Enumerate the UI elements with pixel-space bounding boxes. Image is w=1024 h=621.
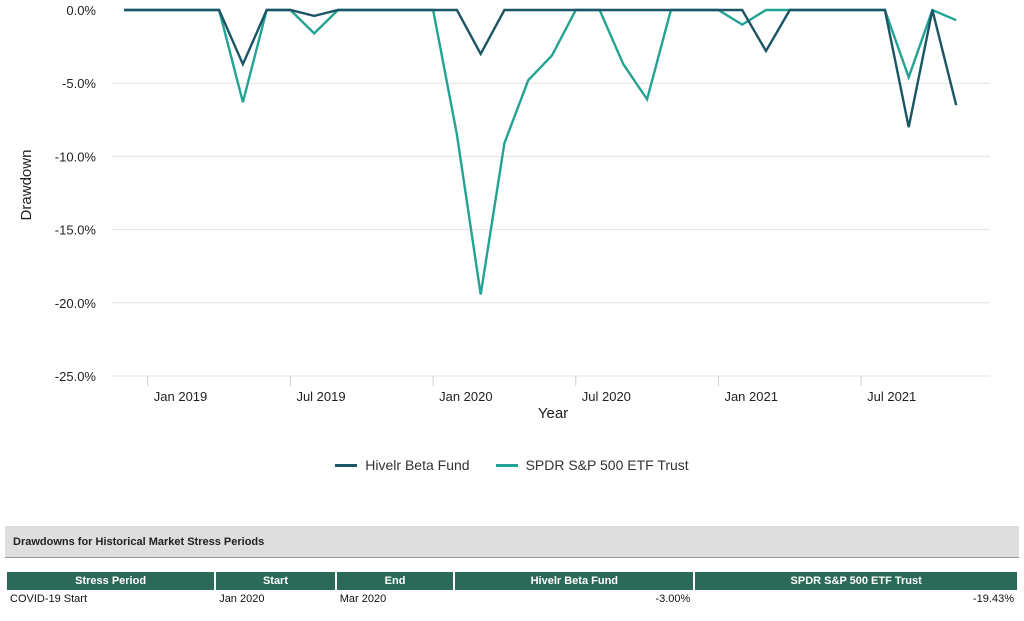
col-header-end: End bbox=[336, 572, 454, 590]
x-tick-label: Jan 2021 bbox=[724, 389, 778, 404]
y-axis-title: Drawdown bbox=[18, 150, 35, 221]
x-tick-label: Jan 2019 bbox=[154, 389, 208, 404]
cell-end: Mar 2020 bbox=[339, 593, 387, 605]
y-tick-label: -25.0% bbox=[55, 369, 97, 384]
table-row: COVID-19 Start Jan 2020 Mar 2020 -3.00% … bbox=[7, 590, 1017, 608]
series-line-hivelr bbox=[124, 8, 958, 128]
x-tick-label: Jul 2019 bbox=[296, 389, 345, 404]
chart-legend: Hivelr Beta Fund SPDR S&P 500 ETF Trust bbox=[0, 452, 1024, 478]
y-tick-label: -15.0% bbox=[55, 223, 97, 238]
legend-swatch-spdr bbox=[495, 463, 518, 467]
x-tick-label: Jul 2021 bbox=[867, 389, 916, 404]
legend-label-hivelr: Hivelr Beta Fund bbox=[365, 457, 470, 473]
legend-swatch-hivelr bbox=[335, 463, 358, 467]
col-header-spdr: SPDR S&P 500 ETF Trust bbox=[695, 572, 1017, 590]
legend-item-hivelr[interactable]: Hivelr Beta Fund bbox=[335, 457, 470, 473]
x-tick-label: Jul 2020 bbox=[582, 389, 631, 404]
stress-periods-section: Drawdowns for Historical Market Stress P… bbox=[0, 526, 1024, 605]
y-tick-label: -20.0% bbox=[55, 296, 97, 311]
drawdown-chart: 0.0% -5.0% -10.0% -15.0% -20.0% -25.0% Jan 201… bbox=[18, 3, 990, 422]
stress-periods-title: Drawdowns for Historical Market Stress P… bbox=[5, 526, 1019, 558]
x-tick-label: Jan 2020 bbox=[439, 389, 493, 404]
col-header-start: Start bbox=[216, 572, 335, 590]
cell-hivelr-drawdown: -3.00% bbox=[655, 593, 691, 605]
col-header-stress-period: Stress Period bbox=[7, 572, 215, 590]
cell-stress-period: COVID-19 Start bbox=[10, 593, 88, 605]
drawdown-chart-svg: 0.0% -5.0% -10.0% -15.0% -20.0% -25.0% Jan 201… bbox=[18, 3, 990, 422]
stress-periods-table: Stress Period Start End Hivelr Beta Fund… bbox=[5, 572, 1019, 608]
x-axis-title: Year bbox=[538, 405, 568, 422]
legend-item-spdr[interactable]: SPDR S&P 500 ETF Trust bbox=[495, 457, 689, 473]
col-header-hivelr: Hivelr Beta Fund bbox=[455, 572, 694, 590]
stress-table-header-row: Stress Period Start End Hivelr Beta Fund… bbox=[7, 572, 1017, 590]
y-tick-label: -10.0% bbox=[55, 149, 97, 164]
legend-label-spdr: SPDR S&P 500 ETF Trust bbox=[525, 457, 689, 473]
cell-start: Jan 2020 bbox=[219, 593, 265, 605]
y-tick-label: -5.0% bbox=[62, 76, 96, 91]
cell-spdr-drawdown: -19.43% bbox=[973, 593, 1014, 605]
y-tick-label: 0.0% bbox=[66, 3, 96, 18]
